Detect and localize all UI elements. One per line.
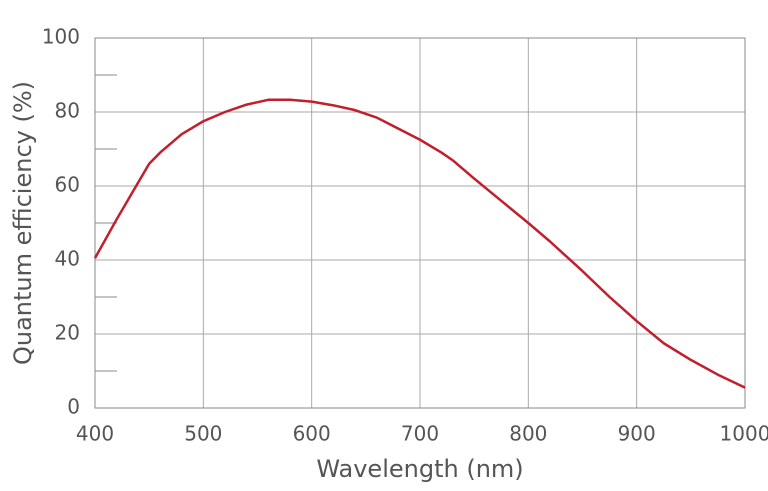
x-tick-label: 800 <box>509 422 547 446</box>
y-tick-label: 100 <box>42 25 80 49</box>
x-tick-label: 500 <box>184 422 222 446</box>
y-tick-label: 80 <box>55 99 80 123</box>
x-tick-label: 900 <box>618 422 656 446</box>
y-tick-label: 40 <box>55 247 80 271</box>
x-tick-label: 400 <box>76 422 114 446</box>
x-tick-label: 1000 <box>720 422 768 446</box>
y-tick-label: 0 <box>67 395 80 419</box>
data-line <box>93 98 746 389</box>
y-axis-label: Quantum efficiency (%) <box>9 81 37 365</box>
y-tick-label: 60 <box>55 173 80 197</box>
x-tick-label: 600 <box>293 422 331 446</box>
y-tick-label: 20 <box>55 321 80 345</box>
x-tick-label: 700 <box>401 422 439 446</box>
x-axis-label: Wavelength (nm) <box>316 455 523 483</box>
plot-frame <box>94 37 746 409</box>
